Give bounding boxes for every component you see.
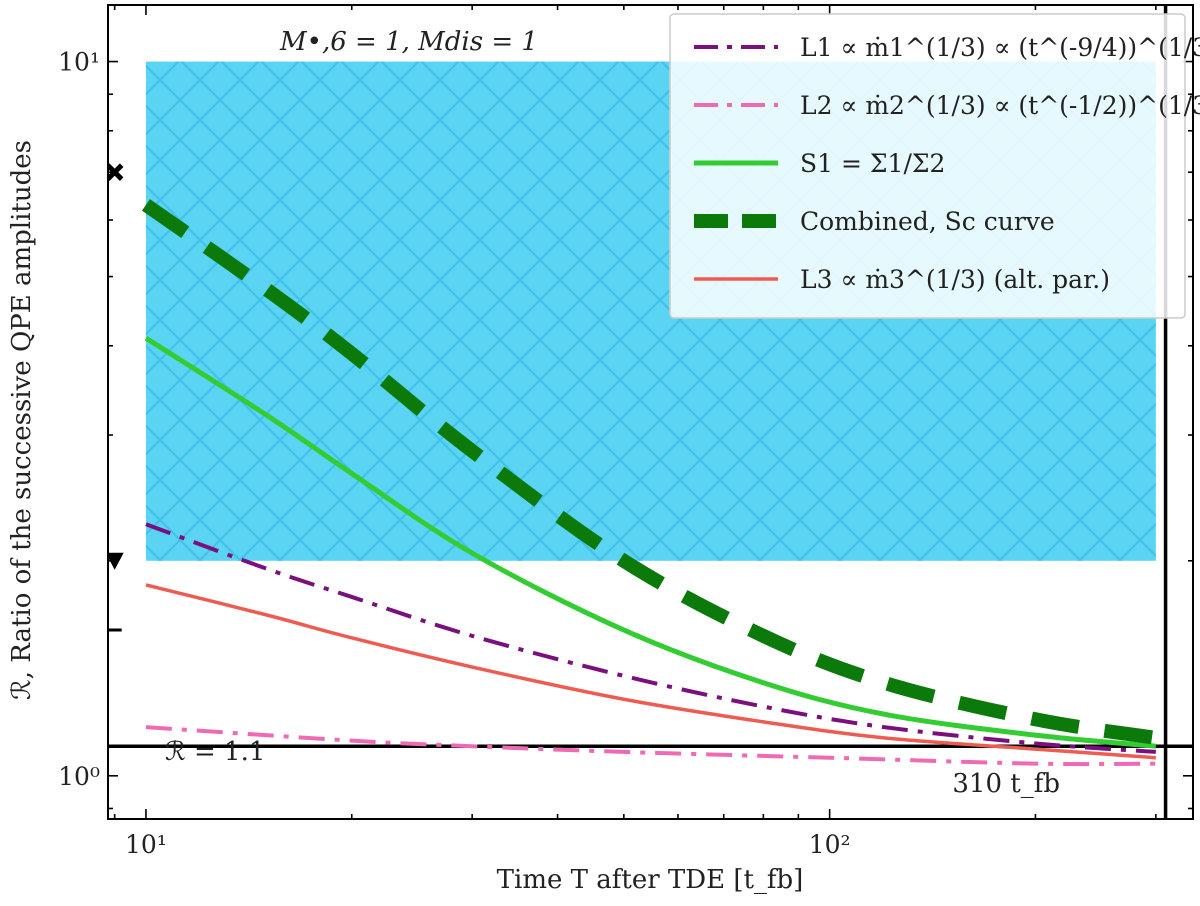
threshold-label: ℛ = 1.1 [165, 737, 265, 767]
y-axis-label: ℛ, Ratio of the successive QPE amplitude… [7, 140, 37, 700]
series-layer [141, 199, 1157, 767]
series-line-2 [145, 725, 1156, 767]
series-line-1 [145, 522, 1156, 754]
series-line-5 [145, 583, 1156, 760]
y-tick-label-10: 10¹ [58, 48, 100, 77]
legend: L1 ∝ ṁ1^(1/3) ∝ (t^(-9/4))^(1/3) L2 ∝ ṁ2^… [669, 13, 1200, 319]
marker-triangle-down [108, 552, 124, 570]
legend-label-5: L3 ∝ ṁ3^(1/3) (alt. par.) [800, 265, 1110, 294]
legend-label-1: L1 ∝ ṁ1^(1/3) ∝ (t^(-9/4))^(1/3) [800, 33, 1200, 62]
y-tick-label-1: 10⁰ [58, 762, 100, 791]
legend-box [669, 13, 1186, 319]
cutoff-label: 310 t_fb [952, 769, 1060, 799]
marker-cross [108, 163, 124, 181]
x-tick-label-10: 10¹ [125, 830, 167, 859]
legend-label-4: Combined, Sc curve [800, 207, 1055, 236]
legend-label-3: S1 = Σ1/Σ2 [800, 149, 945, 178]
x-tick-label-100: 10² [809, 830, 851, 859]
mass-annotation: M•,6 = 1, Mdis = 1 [279, 27, 538, 57]
series-line-4 [141, 199, 1157, 745]
x-axis-label: Time T after TDE [t_fb] [497, 865, 804, 895]
marker-layer [108, 163, 124, 632]
axes-frame [107, 4, 1194, 820]
series-line-3 [144, 336, 1157, 749]
tick-layer [108, 5, 1193, 819]
legend-label-2: L2 ∝ ṁ2^(1/3) ∝ (t^(-1/2))^(1/3) [800, 91, 1200, 120]
